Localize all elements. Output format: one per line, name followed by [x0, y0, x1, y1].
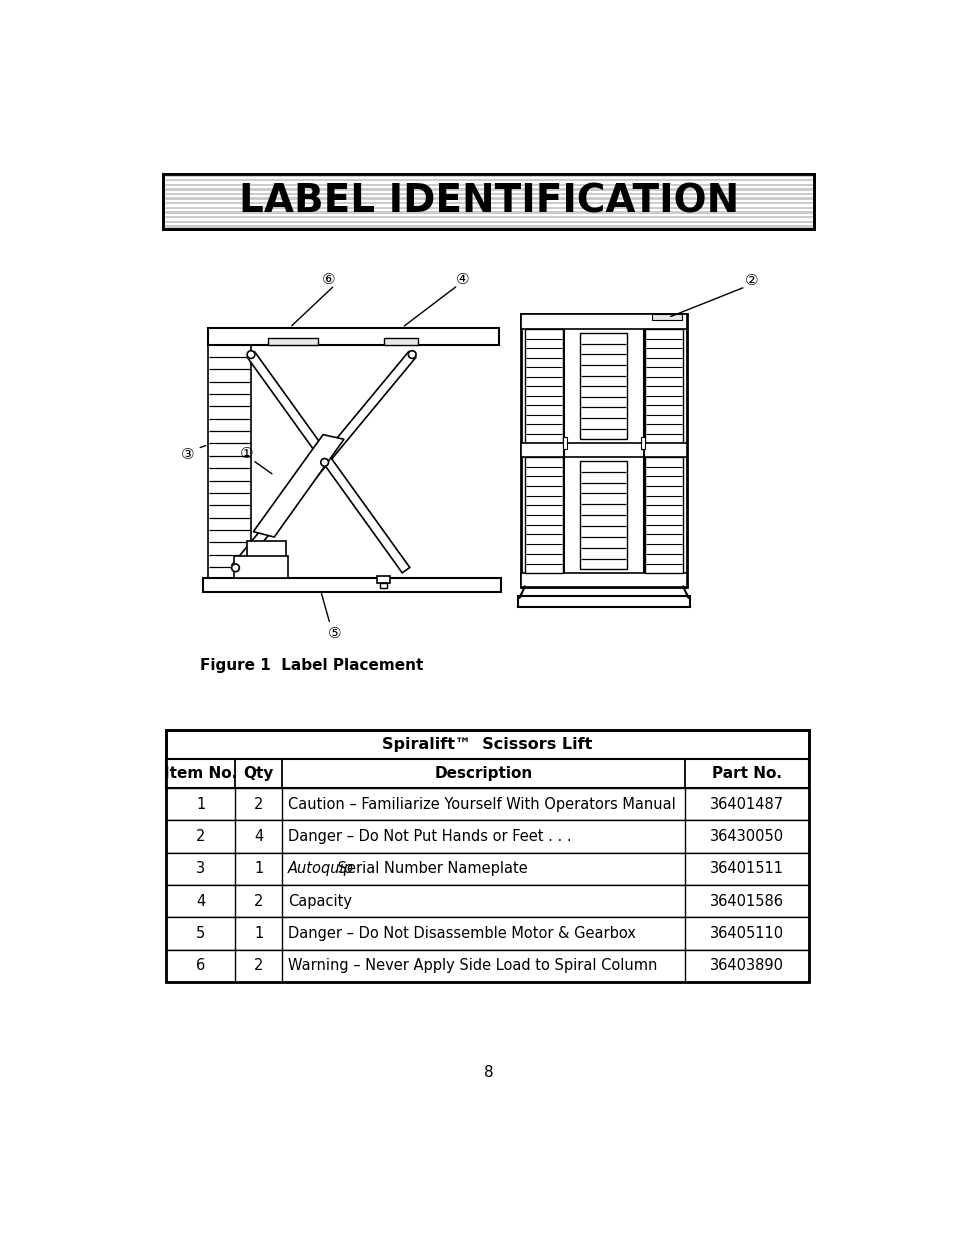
Bar	[164, 203, 813, 205]
Bar	[525, 457, 562, 573]
Text: 2: 2	[253, 958, 263, 973]
Text: 2: 2	[195, 829, 205, 844]
Text: Figure 1  Label Placement: Figure 1 Label Placement	[199, 658, 423, 673]
Polygon shape	[247, 352, 410, 573]
Text: Danger – Do Not Put Hands or Feet . . .: Danger – Do Not Put Hands or Feet . . .	[288, 829, 571, 844]
Bar	[517, 597, 690, 608]
Bar	[579, 461, 626, 569]
Bar	[164, 221, 813, 222]
Bar	[166, 820, 808, 852]
Text: 1: 1	[253, 926, 263, 941]
Bar	[520, 443, 686, 457]
Bar	[166, 788, 808, 820]
Text: 8: 8	[483, 1065, 494, 1079]
Text: ②: ②	[744, 273, 758, 288]
Bar	[645, 457, 682, 573]
Bar	[520, 314, 686, 587]
Bar	[164, 206, 813, 209]
Text: 36401487: 36401487	[709, 797, 783, 811]
Text: ①: ①	[240, 446, 253, 462]
Text: Warning – Never Apply Side Load to Spiral Column: Warning – Never Apply Side Load to Spira…	[288, 958, 657, 973]
Text: Capacity: Capacity	[288, 894, 352, 909]
Text: 5: 5	[195, 926, 205, 941]
Text: 36403890: 36403890	[709, 958, 783, 973]
Bar	[380, 583, 386, 588]
Text: 4: 4	[195, 894, 205, 909]
Text: 4: 4	[253, 829, 263, 844]
Bar	[164, 184, 813, 186]
Bar	[166, 918, 808, 950]
Bar	[525, 330, 562, 443]
Bar	[164, 174, 813, 177]
Bar	[166, 950, 808, 982]
Text: 36401511: 36401511	[709, 862, 783, 877]
Bar	[166, 730, 808, 758]
Circle shape	[232, 564, 239, 572]
Bar	[164, 211, 813, 214]
Bar	[164, 179, 813, 182]
Bar	[164, 193, 813, 195]
Polygon shape	[232, 352, 416, 571]
Bar	[383, 338, 418, 345]
Text: Caution – Familiarize Yourself With Operators Manual: Caution – Familiarize Yourself With Oper…	[288, 797, 676, 811]
Text: Part No.: Part No.	[711, 766, 781, 781]
Text: ⑤: ⑤	[328, 626, 341, 641]
Circle shape	[247, 351, 254, 358]
Text: 2: 2	[253, 797, 263, 811]
Bar	[376, 576, 390, 583]
Bar	[268, 338, 318, 345]
Text: ⑥: ⑥	[321, 272, 335, 287]
Bar	[520, 573, 686, 587]
Bar	[164, 216, 813, 219]
Bar	[164, 198, 813, 200]
Bar	[579, 333, 626, 440]
Text: Description: Description	[434, 766, 532, 781]
Bar	[166, 730, 808, 982]
Bar	[163, 174, 814, 228]
Text: Serial Number Nameplate: Serial Number Nameplate	[333, 862, 527, 877]
Bar	[166, 885, 808, 918]
Text: 2: 2	[253, 894, 263, 909]
Text: Item No.: Item No.	[164, 766, 237, 781]
Text: Danger – Do Not Disassemble Motor & Gearbox: Danger – Do Not Disassemble Motor & Gear…	[288, 926, 636, 941]
Bar	[166, 852, 808, 885]
Bar	[520, 314, 686, 330]
Text: 1: 1	[253, 862, 263, 877]
Text: ④: ④	[456, 272, 469, 287]
Bar	[640, 437, 645, 450]
Bar	[233, 556, 288, 578]
Bar	[166, 758, 808, 788]
Text: 36405110: 36405110	[709, 926, 783, 941]
Bar	[164, 225, 813, 227]
Bar	[208, 327, 498, 345]
Text: Qty: Qty	[243, 766, 274, 781]
Text: LABEL IDENTIFICATION: LABEL IDENTIFICATION	[238, 183, 739, 220]
Bar	[164, 188, 813, 190]
Bar	[208, 345, 251, 579]
Text: 1: 1	[195, 797, 205, 811]
Bar	[645, 330, 682, 443]
Circle shape	[320, 458, 328, 466]
Text: 36430050: 36430050	[709, 829, 783, 844]
Text: 6: 6	[195, 958, 205, 973]
Polygon shape	[247, 541, 286, 564]
Text: Spiralift™  Scissors Lift: Spiralift™ Scissors Lift	[382, 737, 592, 752]
Bar	[652, 314, 681, 320]
Bar	[562, 437, 567, 450]
Text: Autoquip: Autoquip	[288, 862, 354, 877]
Text: 36401586: 36401586	[709, 894, 783, 909]
Bar	[163, 174, 814, 228]
Bar	[203, 578, 500, 592]
Circle shape	[408, 351, 416, 358]
Text: 3: 3	[196, 862, 205, 877]
Polygon shape	[253, 435, 344, 537]
Text: ③: ③	[180, 447, 194, 462]
